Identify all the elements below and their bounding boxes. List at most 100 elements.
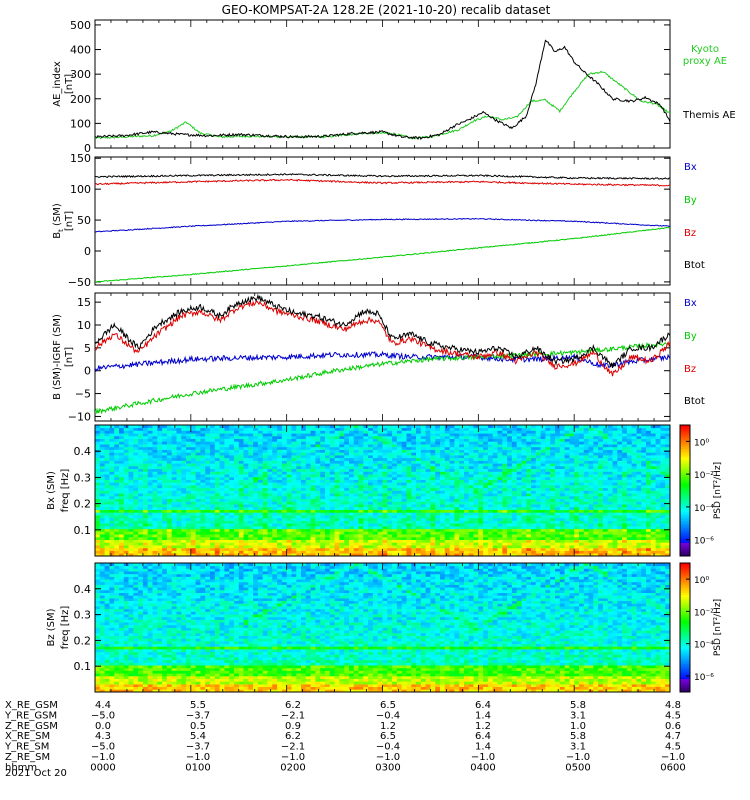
heatmap-cell [339, 542, 345, 546]
heatmap-cell [305, 438, 311, 442]
heatmap-cell [325, 520, 331, 524]
heatmap-cell [440, 539, 446, 543]
heatmap-cell [521, 526, 527, 530]
heatmap-cell [142, 531, 149, 535]
heatmap-cell [377, 485, 383, 489]
heatmap-cell [478, 531, 484, 535]
heatmap-cell [286, 493, 292, 497]
heatmap-cell [344, 526, 350, 530]
heatmap-cell [435, 498, 441, 502]
heatmap-cell [104, 517, 110, 521]
heatmap-cell [483, 452, 489, 456]
heatmap-cell [435, 539, 441, 543]
heatmap-cell [262, 542, 268, 546]
heatmap-cell [487, 531, 494, 535]
heatmap-cell [248, 509, 254, 513]
heatmap-cell [540, 547, 546, 551]
heatmap-cell [535, 485, 541, 489]
heatmap-cell [372, 463, 379, 467]
heatmap-cell [555, 468, 561, 472]
heatmap-cell [425, 430, 431, 434]
heatmap-cell [181, 553, 187, 557]
y-axis-label: AE_index [nT] [52, 61, 75, 107]
heatmap-cell [234, 504, 240, 508]
heatmap-cell [210, 471, 216, 475]
heatmap-cell [325, 463, 331, 467]
heatmap-cell [372, 504, 379, 508]
heatmap-cell [492, 482, 498, 486]
heatmap-cell [492, 435, 498, 439]
heatmap-cell [507, 493, 513, 497]
heatmap-cell [440, 435, 446, 439]
heatmap-cell [229, 490, 235, 494]
heatmap-cell [138, 539, 144, 543]
heatmap-cell [152, 455, 158, 459]
heatmap-cell [195, 479, 201, 483]
heatmap-cell [133, 425, 139, 429]
heatmap-cell [516, 471, 522, 475]
heatmap-cell [224, 457, 230, 461]
heatmap-cell [152, 471, 158, 475]
heatmap-cell [253, 534, 259, 538]
heatmap-cell [229, 487, 235, 491]
heatmap-cell [253, 487, 259, 491]
heatmap-cell [310, 517, 316, 521]
heatmap-cell [152, 515, 158, 519]
heatmap-cell [277, 539, 283, 543]
heatmap-cell [387, 526, 393, 530]
heatmap-cell [210, 487, 216, 491]
heatmap-cell [387, 441, 393, 445]
heatmap-cell [281, 485, 288, 489]
heatmap-cell [468, 509, 474, 513]
heatmap-cell [310, 482, 316, 486]
legend-by: By [684, 331, 697, 342]
heatmap-cell [502, 520, 508, 524]
heatmap-cell [497, 487, 503, 491]
heatmap-cell [277, 553, 283, 557]
heatmap-cell [243, 553, 249, 557]
heatmap-cell [468, 482, 474, 486]
heatmap-cell [545, 476, 551, 480]
heatmap-cell [521, 534, 527, 538]
heatmap-cell [262, 509, 268, 513]
heatmap-cell [483, 545, 489, 549]
heatmap-cell [229, 539, 235, 543]
heatmap-cell [329, 435, 335, 439]
heatmap-cell [531, 526, 537, 530]
heatmap-cell [521, 449, 527, 453]
heatmap-cell [210, 425, 216, 429]
heatmap-cell [171, 438, 177, 442]
heatmap-cell [157, 534, 163, 538]
heatmap-cell [133, 490, 139, 494]
heatmap-cell [195, 520, 201, 524]
heatmap-cell [483, 547, 489, 551]
heatmap-cell [339, 449, 345, 453]
heatmap-cell [296, 515, 302, 519]
heatmap-cell [157, 506, 163, 510]
heatmap-cell [329, 438, 335, 442]
heatmap-cell [540, 438, 546, 442]
heatmap-cell [286, 487, 292, 491]
heatmap-cell [535, 493, 541, 497]
heatmap-cell [339, 425, 345, 429]
heatmap-cell [315, 446, 321, 450]
heatmap-cell [238, 528, 244, 532]
heatmap-cell [138, 553, 144, 557]
heatmap-cell [559, 534, 565, 538]
heatmap-cell [200, 476, 206, 480]
heatmap-cell [277, 482, 283, 486]
heatmap-cell [296, 457, 302, 461]
heatmap-cell [502, 430, 508, 434]
heatmap-cell [186, 427, 192, 431]
heatmap-cell [372, 444, 379, 448]
heatmap-cell [320, 545, 326, 549]
heatmap-cell [181, 430, 187, 434]
heatmap-cell [123, 441, 129, 445]
heatmap-cell [205, 531, 211, 535]
heatmap-cell [545, 496, 551, 500]
heatmap-cell [325, 493, 331, 497]
heatmap-cell [521, 520, 527, 524]
heatmap-cell [396, 471, 403, 475]
heatmap-cell [487, 509, 494, 513]
heatmap-cell [425, 444, 431, 448]
